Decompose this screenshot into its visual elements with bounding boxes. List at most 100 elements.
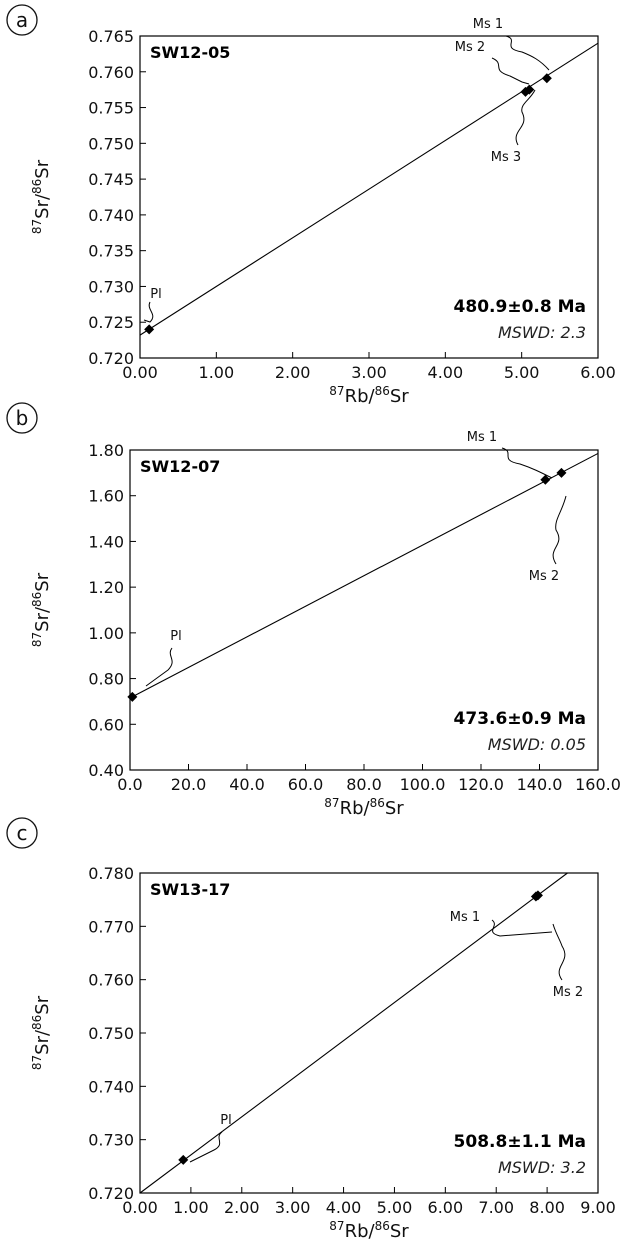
x-tick-label: 6.00 (428, 1198, 464, 1217)
y-axis-label-iso1: 87 (30, 632, 44, 647)
y-tick-label: 1.80 (88, 441, 124, 460)
x-tick-label: 7.00 (478, 1198, 514, 1217)
x-tick-label: 8.00 (529, 1198, 565, 1217)
y-axis-label-iso2: 86 (30, 1015, 44, 1030)
annotation-label: Ms 1 (450, 910, 480, 925)
annotation-arrow (145, 647, 173, 687)
x-tick-label: 0.0 (117, 775, 142, 794)
y-tick-label: 0.720 (88, 1184, 134, 1203)
x-axis-label-iso2: 86 (375, 384, 390, 398)
x-tick-label: 0.00 (122, 1198, 158, 1217)
x-axis-label-iso2: 86 (375, 1219, 390, 1233)
x-tick-label: 5.00 (504, 363, 540, 382)
y-tick-label: 0.745 (88, 170, 134, 189)
sample-name: SW12-05 (150, 43, 230, 62)
panel-letter: c (17, 821, 28, 845)
x-tick-label: 3.00 (351, 363, 387, 382)
data-point (540, 474, 551, 485)
x-axis-label-iso1: 87 (329, 384, 344, 398)
y-tick-label: 0.725 (88, 313, 134, 332)
y-axis-label-el1: Sr/ (32, 606, 53, 632)
y-tick-label: 1.00 (88, 624, 124, 643)
y-axis-label-iso1: 87 (30, 1055, 44, 1070)
y-axis-label: 87Sr/86Sr (30, 995, 53, 1070)
y-tick-label: 0.60 (88, 715, 124, 734)
panel-letter-circle (6, 4, 38, 36)
x-tick-label: 120.0 (458, 775, 504, 794)
sample-name: SW13-17 (150, 880, 230, 899)
x-tick-label: 6.00 (580, 363, 616, 382)
x-tick-label: 0.00 (122, 363, 158, 382)
x-tick-label: 5.00 (377, 1198, 413, 1217)
x-tick-label: 1.00 (173, 1198, 209, 1217)
age-label: 473.6±0.9 Ma (454, 709, 586, 729)
data-point (178, 1154, 189, 1165)
annotation-arrow (491, 919, 553, 937)
y-tick-label: 0.730 (88, 1131, 134, 1150)
x-tick-label: 100.0 (400, 775, 446, 794)
chart-panel-c: c 0.720 0.730 0.740 0.750 0.760 0.770 0.780 0.00… (6, 817, 616, 1242)
annotation-arrow (501, 447, 553, 479)
annotation-arrow (515, 89, 536, 146)
y-axis-label: 87Sr/86Sr (30, 159, 53, 234)
x-axis-label: 87Rb/86Sr (329, 384, 409, 407)
age-label: 480.9±0.8 Ma (454, 297, 586, 317)
data-point (541, 73, 552, 84)
x-axis-label-el1: Rb/ (345, 1221, 376, 1242)
mswd-label: MSWD: 2.3 (498, 323, 586, 342)
x-tick-label: 140.0 (517, 775, 563, 794)
annotation-label: Ms 3 (491, 150, 521, 165)
y-tick-label: 0.730 (88, 277, 134, 296)
x-tick-label: 80.0 (346, 775, 382, 794)
x-axis-label-el2: Sr (390, 386, 409, 407)
y-tick-label: 0.40 (88, 761, 124, 780)
x-tick-label: 20.0 (171, 775, 207, 794)
y-axis-label-el1: Sr/ (32, 193, 53, 219)
y-axis-label-el2: Sr (32, 572, 53, 591)
chart-panel-b: b 0.40 0.60 0.80 1.00 1.20 1.40 1.60 1.80 0.0 20.0… (6, 402, 621, 819)
y-tick-label: 1.40 (88, 532, 124, 551)
data-point (532, 890, 543, 901)
y-tick-label: 0.760 (88, 63, 134, 82)
y-tick-label: 0.750 (88, 134, 134, 153)
annotation-label: Ms 1 (473, 17, 503, 32)
mswd-label: MSWD: 3.2 (498, 1158, 586, 1177)
y-axis-label-iso1: 87 (30, 219, 44, 234)
y-tick-label: 0.735 (88, 242, 134, 261)
x-axis-label: 87Rb/86Sr (324, 796, 404, 819)
annotation-arrow (491, 57, 530, 85)
x-tick-label: 4.00 (428, 363, 464, 382)
y-tick-label: 1.20 (88, 578, 124, 597)
x-axis-label-el1: Rb/ (340, 798, 371, 819)
x-tick-label: 1.00 (199, 363, 235, 382)
annotation-arrow (552, 495, 567, 565)
y-tick-label: 0.770 (88, 917, 134, 936)
data-point (524, 84, 535, 95)
annotation-label: Pl (150, 287, 161, 302)
data-point (127, 691, 138, 702)
panel-letter: b (16, 406, 29, 430)
x-axis-label-el2: Sr (385, 798, 404, 819)
y-tick-label: 0.740 (88, 1077, 134, 1096)
annotation-arrow (505, 35, 550, 71)
annotation-label: Ms 2 (529, 569, 559, 584)
x-tick-label: 2.00 (224, 1198, 260, 1217)
x-tick-label: 9.00 (580, 1198, 616, 1217)
y-axis-label-iso2: 86 (30, 592, 44, 607)
y-tick-label: 0.750 (88, 1024, 134, 1043)
data-point (144, 324, 155, 335)
x-axis-label-iso1: 87 (329, 1219, 344, 1233)
y-tick-label: 0.740 (88, 206, 134, 225)
x-tick-label: 40.0 (229, 775, 265, 794)
sample-name: SW12-07 (140, 457, 220, 476)
annotation-arrow (143, 301, 154, 323)
annotation-label: Pl (170, 629, 181, 644)
panel-letter: a (16, 8, 28, 32)
chart-panel-a: a 0.720 0.725 0.730 0.735 0.740 0.745 0.750 0.75… (6, 4, 616, 407)
y-tick-label: 0.80 (88, 670, 124, 689)
annotation-arrow (189, 1131, 223, 1163)
x-axis-label-iso1: 87 (324, 796, 339, 810)
y-tick-label: 0.760 (88, 971, 134, 990)
y-axis-label-el1: Sr/ (32, 1029, 53, 1055)
